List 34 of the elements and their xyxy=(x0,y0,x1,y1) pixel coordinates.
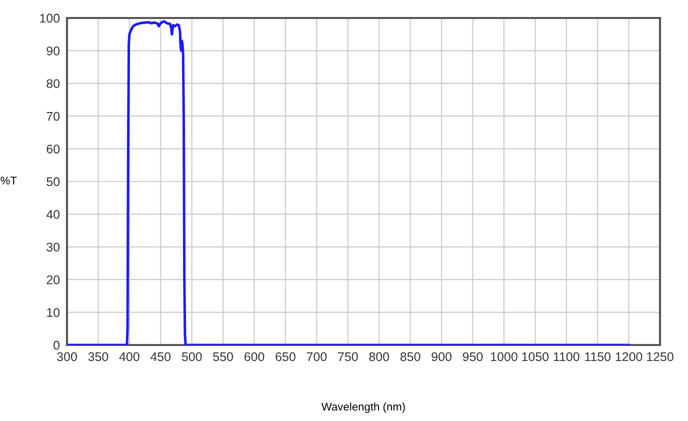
y-tick-label: 80 xyxy=(46,79,60,88)
y-tick-label: 0 xyxy=(54,340,60,350)
x-tick-label: 900 xyxy=(432,352,452,362)
x-tick-label: 1250 xyxy=(647,352,674,362)
x-tick-label: 300 xyxy=(57,352,77,362)
x-tick-label: 850 xyxy=(400,352,420,362)
x-tick-label: 400 xyxy=(119,352,140,362)
x-tick-label: 1150 xyxy=(585,352,611,362)
x-tick-label: 800 xyxy=(369,352,390,362)
y-tick-label: 30 xyxy=(46,242,60,252)
x-tick-label: 750 xyxy=(338,352,358,362)
y-tick-label: 10 xyxy=(47,308,60,317)
x-tick-label: 550 xyxy=(213,352,233,362)
y-tick-label: 60 xyxy=(46,144,60,154)
x-axis-title: Wavelength (nm) xyxy=(321,402,405,413)
x-tick-label: 1200 xyxy=(616,352,642,362)
line-series xyxy=(67,20,630,345)
x-tick-label: 1100 xyxy=(554,352,580,362)
y-tick-label: 90 xyxy=(46,46,60,56)
y-tick-label: 20 xyxy=(46,275,60,284)
x-tick-label: 1000 xyxy=(491,352,518,362)
x-tick-label: 500 xyxy=(182,352,202,362)
x-tick-label: 950 xyxy=(462,352,483,362)
x-tick-label: 600 xyxy=(244,352,264,362)
x-tick-label: 1050 xyxy=(522,352,549,362)
x-tick-label: 650 xyxy=(276,352,296,362)
x-tick-label: 700 xyxy=(306,352,327,362)
y-tick-label: 40 xyxy=(46,210,60,219)
y-tick-label: 50 xyxy=(46,177,60,186)
x-tick-label: 350 xyxy=(88,352,108,362)
y-tick-label: 100 xyxy=(40,14,60,23)
x-tick-label: 450 xyxy=(150,352,171,362)
y-axis-title: %T xyxy=(0,176,17,184)
y-tick-label: 70 xyxy=(46,112,60,121)
